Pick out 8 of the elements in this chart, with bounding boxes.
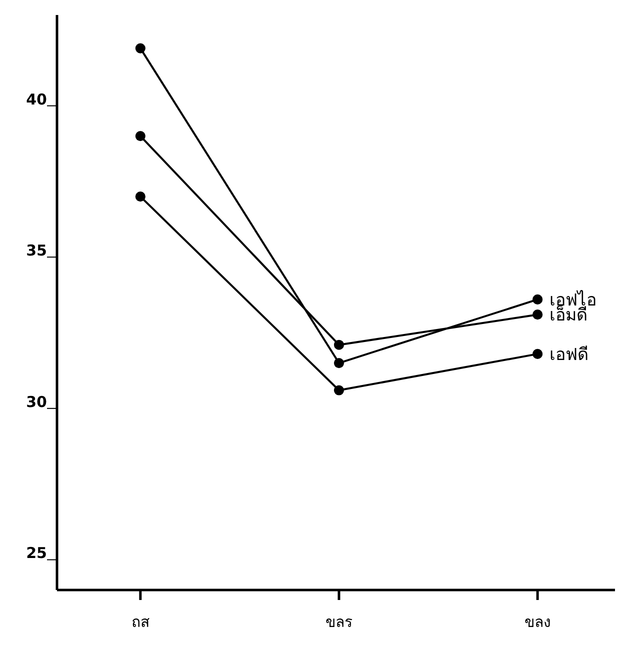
- y-tick-label: 25: [26, 544, 47, 562]
- y-tick-label: 35: [26, 242, 47, 260]
- x-tick-label: ขลง: [524, 613, 551, 631]
- y-tick-label: 40: [26, 90, 47, 108]
- x-tick-label: ขลร: [325, 613, 352, 631]
- x-tick-label: ถส: [131, 613, 150, 631]
- y-tick-label: 30: [26, 392, 47, 411]
- series-label: เอฟดี: [550, 344, 589, 365]
